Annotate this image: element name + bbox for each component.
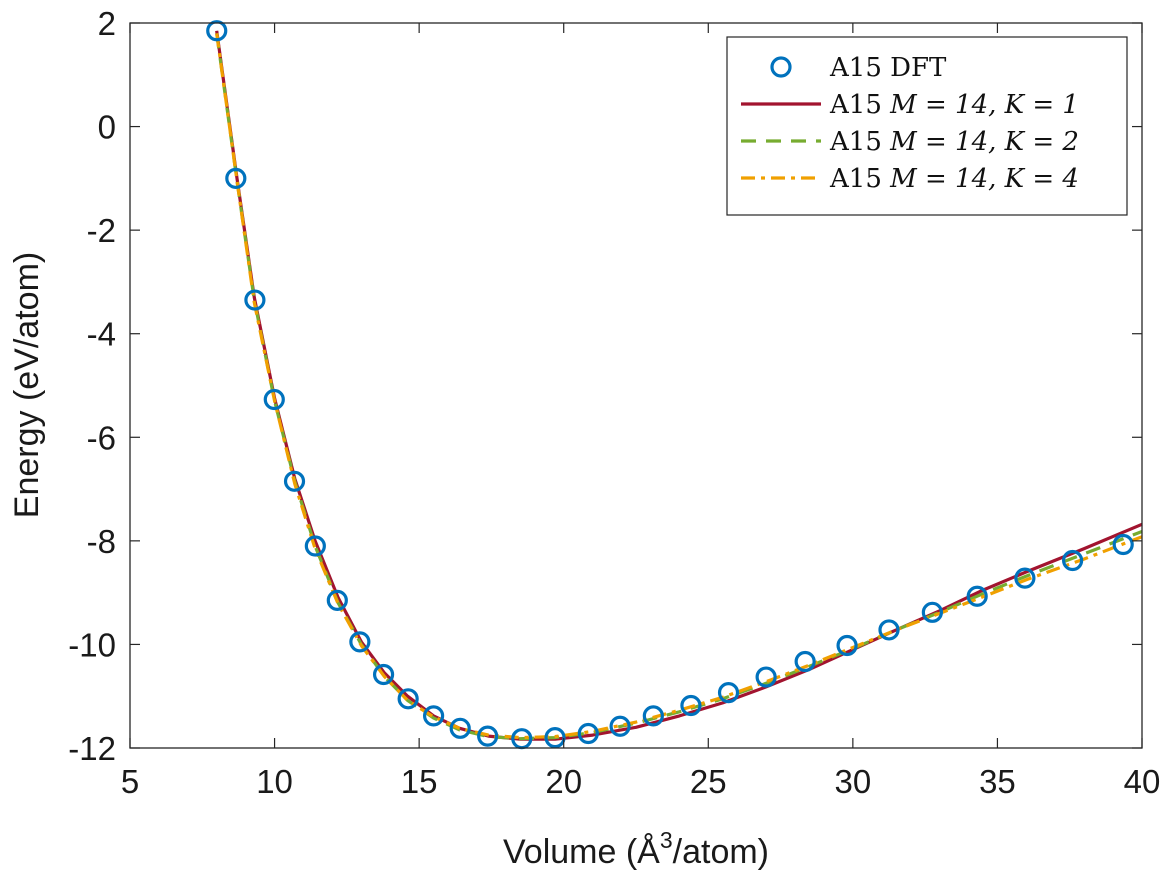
legend-label-math: M = 14, K = 4 <box>889 164 1079 194</box>
dft-point <box>836 634 858 657</box>
dft-point <box>544 727 566 749</box>
dft-point <box>372 663 395 686</box>
dft-point <box>1014 567 1036 589</box>
y-tick-label: -4 <box>87 316 116 353</box>
legend-label: A15 M = 14, K = 2 <box>829 127 1079 157</box>
dft-point <box>206 20 228 42</box>
dft-point <box>577 722 599 745</box>
dft-point <box>349 631 371 653</box>
tick-layer: 5 10 15 20 25 30 35 40 -12 -10 -8 -6 -4 -2 0 2 <box>68 5 1160 800</box>
dft-point <box>283 470 306 492</box>
x-tick-label: 20 <box>545 763 582 800</box>
dft-point <box>755 666 777 688</box>
dft-point <box>477 725 499 747</box>
y-tick-label: -8 <box>87 523 116 560</box>
dft-point <box>921 601 943 623</box>
dft-point <box>642 705 664 727</box>
legend-label: A15 M = 14, K = 4 <box>829 164 1079 194</box>
dft-point <box>244 289 266 311</box>
legend-box <box>726 36 1128 216</box>
legend-entry: A15 M = 14, K = 2 <box>741 127 1079 157</box>
series-layer <box>206 20 1143 750</box>
legend-label-plain: A15 <box>829 127 890 157</box>
y-tick-label: -10 <box>68 626 116 663</box>
legend-entry: A15 DFT <box>770 53 947 83</box>
y-tick-label: -12 <box>68 730 116 767</box>
y-tick-label: -6 <box>87 419 116 456</box>
axes-box <box>129 22 1143 749</box>
x-tick-label: 25 <box>690 763 727 800</box>
y-axis-label: Energy (eV/atom) <box>8 252 46 518</box>
legend-label-plain: A15 DFT <box>829 53 947 83</box>
legend-label: A15 M = 14, K = 1 <box>829 90 1079 120</box>
dft-point <box>397 688 419 710</box>
y-tick-label: 0 <box>98 109 116 146</box>
dft-point <box>609 715 631 737</box>
dft-point <box>326 589 348 612</box>
legend-label-plain: A15 <box>829 90 890 120</box>
y-tick-label: 2 <box>98 5 116 42</box>
x-tick-label: 30 <box>834 763 871 800</box>
y-tick-label: -2 <box>87 212 116 249</box>
dft-point <box>794 650 816 673</box>
dft-point <box>878 619 900 641</box>
dft-point <box>449 717 471 739</box>
legend-label-math: M = 14, K = 1 <box>889 90 1079 120</box>
dft-point <box>1112 533 1134 556</box>
series-dft-markers <box>206 20 1134 750</box>
legend-marker <box>770 56 792 78</box>
dft-point <box>304 535 326 557</box>
series-line-3 <box>215 33 1143 740</box>
dft-point <box>966 585 988 607</box>
x-tick-label: 15 <box>401 763 438 800</box>
x-tick-label: 10 <box>256 763 293 800</box>
dft-point <box>717 681 740 704</box>
dft-point <box>1062 549 1084 572</box>
x-axis-label: Volume (Å3/atom) <box>503 827 769 871</box>
legend-entry: A15 M = 14, K = 4 <box>741 164 1079 194</box>
x-tick-label: 35 <box>979 763 1016 800</box>
dft-point <box>680 694 702 717</box>
dft-point <box>263 388 285 411</box>
x-tick-label: 40 <box>1124 763 1161 800</box>
legend-label-math: M = 14, K = 2 <box>889 127 1079 157</box>
legend-entry: A15 M = 14, K = 1 <box>741 90 1079 120</box>
legend-label: A15 DFT <box>829 53 947 83</box>
dft-point <box>423 705 445 727</box>
x-tick-label: 5 <box>121 763 139 800</box>
legend-label-plain: A15 <box>829 164 890 194</box>
dft-point <box>225 167 247 189</box>
